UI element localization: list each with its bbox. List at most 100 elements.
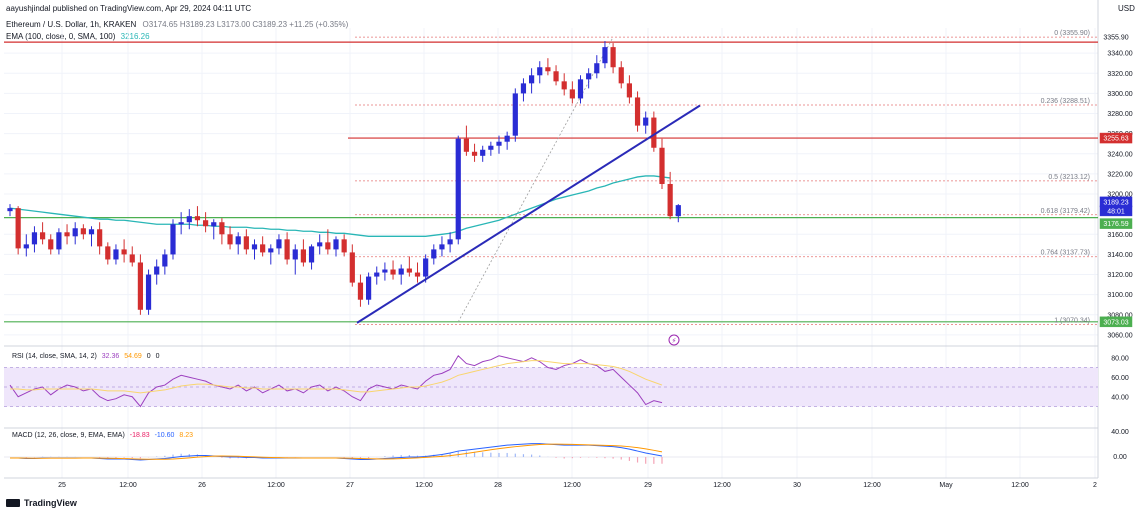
candle-body [154, 266, 160, 275]
candle-body [488, 145, 494, 150]
macd-tick: 0.00 [1113, 454, 1127, 461]
price-tag-support: 3176.59 [1103, 221, 1128, 228]
candle-body [520, 83, 527, 94]
candle-body [40, 232, 46, 240]
candle-body [308, 246, 315, 263]
candle-body [414, 272, 421, 277]
price-tick: 3120.00 [1107, 272, 1132, 279]
candle-body [651, 117, 657, 148]
time-tick: 27 [346, 482, 354, 489]
macd-signal-line [10, 443, 663, 460]
candle-body [88, 229, 95, 235]
candle-body [23, 244, 29, 249]
candle-body [333, 239, 339, 250]
candle-body [349, 252, 355, 283]
macd-tick: 40.00 [1111, 429, 1129, 436]
candle-body [480, 149, 486, 156]
price-tag-fib-top: 3355.90 [1103, 35, 1128, 42]
time-tick: 12:00 [563, 482, 581, 489]
candle-body [618, 67, 624, 84]
candle-body [577, 79, 584, 99]
price-tag-last: 3189.23 [1103, 199, 1128, 206]
candle-body [569, 89, 575, 99]
candle-body [382, 269, 388, 273]
candle-body [398, 268, 404, 275]
candle-body [284, 239, 290, 260]
candle-body [211, 222, 217, 227]
fib-label: 0.764 (3137.73) [1041, 250, 1090, 257]
time-tick: 12:00 [1011, 482, 1029, 489]
candle-body [423, 258, 429, 277]
price-tick: 3320.00 [1107, 71, 1132, 78]
time-tick: 12:00 [415, 482, 433, 489]
symbol-line: Ethereum / U.S. Dollar, 1h, KRAKEN O3174… [6, 20, 349, 29]
price-tick: 3280.00 [1107, 111, 1132, 118]
candle-body [439, 244, 445, 250]
candle-body [268, 248, 274, 253]
ema-line [9, 175, 671, 237]
candle-body [667, 183, 673, 217]
candle-body [545, 67, 551, 72]
tv-icon [6, 499, 20, 507]
price-tick: 3240.00 [1107, 151, 1132, 158]
price-tick: 3300.00 [1107, 91, 1132, 98]
price-axis: 3060.00 3080.00 3100.00 3120.00 3140.00 3160.… [1107, 51, 1132, 461]
time-tick: 2 [1093, 482, 1097, 489]
candle-body [537, 67, 543, 76]
candle-body [471, 151, 478, 156]
candle-body [129, 254, 135, 263]
candle-body [341, 239, 347, 253]
candle-body [227, 234, 233, 245]
rsi-pane [9, 355, 663, 408]
candle-body [48, 239, 54, 250]
fib-label: 0.618 (3179.42) [1041, 208, 1090, 215]
price-tick: 3080.00 [1107, 312, 1132, 319]
candle-body [374, 272, 380, 277]
candle-body [447, 239, 453, 245]
time-tick: 12:00 [267, 482, 285, 489]
candle-body [504, 135, 510, 142]
rsi-tick: 40.00 [1111, 394, 1129, 401]
fib-levels: 0 (3355.90) 0.236 (3288.51) 0.5 (3213.12) 0… [355, 30, 1098, 325]
candle-body [300, 249, 306, 263]
candle-body [643, 117, 649, 126]
ema-legend: EMA (100, close, 0, SMA, 100) 3216.26 [6, 32, 150, 41]
macd-legend: MACD (12, 26, close, 9, EMA, EMA) -18.83… [12, 432, 194, 439]
candle-body [80, 228, 86, 235]
rsi-band [4, 367, 1098, 407]
candle-body [325, 242, 331, 250]
candle-body [292, 249, 298, 260]
price-tag-countdown: 48:01 [1107, 208, 1125, 215]
time-tick: 26 [198, 482, 206, 489]
candle-body [235, 236, 241, 245]
currency-label: USD [1118, 4, 1135, 13]
candle-body [529, 75, 535, 84]
price-tick: 3100.00 [1107, 292, 1132, 299]
candle-body [610, 47, 616, 68]
fib-label: 0.5 (3213.12) [1048, 174, 1090, 181]
candle-body [260, 244, 266, 253]
horizontal-lines [4, 41, 1098, 323]
candle-body [406, 268, 412, 273]
candle-body [512, 93, 518, 136]
candle-body [659, 147, 665, 184]
candle-body [194, 216, 201, 221]
candles [7, 41, 681, 315]
candle-body [496, 141, 502, 146]
candle-body [602, 47, 608, 64]
time-tick: May [939, 482, 953, 489]
candle-body [553, 71, 559, 82]
candle-body [276, 239, 282, 249]
candle-body [203, 220, 209, 227]
candle-body [113, 249, 119, 260]
fib-diagonal [457, 36, 614, 323]
price-tick: 3140.00 [1107, 252, 1132, 259]
trendline [356, 104, 701, 324]
fib-label: 0.236 (3288.51) [1041, 98, 1090, 105]
rsi-tick: 60.00 [1111, 375, 1129, 382]
price-tags: 3355.90 3255.63 3189.23 48:01 3176.59 3073.03 [1099, 35, 1133, 328]
macd-pane [4, 443, 1098, 464]
price-tick: 3060.00 [1107, 332, 1132, 339]
candle-body [15, 208, 21, 249]
